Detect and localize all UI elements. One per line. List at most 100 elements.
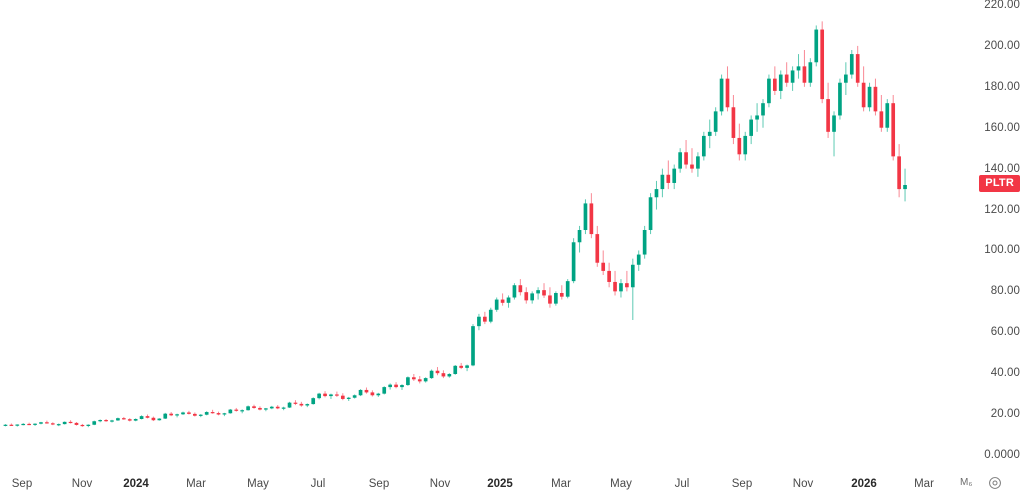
candle-wick [602, 250, 604, 275]
candlestick [15, 424, 20, 427]
candle-body [737, 137, 742, 155]
candlestick [228, 408, 233, 414]
candle-body [790, 70, 795, 83]
candle-body [719, 78, 724, 112]
candle-body [175, 414, 179, 416]
candlestick [269, 405, 274, 410]
candle-body [33, 423, 37, 425]
candle-body [323, 393, 327, 397]
candle-body [388, 384, 392, 388]
candlestick [222, 412, 227, 417]
candlestick [684, 140, 688, 169]
candle-body [98, 420, 102, 422]
candlestick [903, 168, 907, 202]
candle-body [589, 203, 594, 235]
candlestick [471, 324, 475, 367]
candle-body [204, 412, 209, 415]
candlestick [494, 297, 499, 312]
candlestick [411, 374, 416, 381]
candle-body [228, 409, 233, 414]
candlestick [435, 367, 440, 376]
candle-body [832, 115, 836, 132]
candlestick [163, 412, 168, 419]
candlestick [873, 78, 878, 116]
candle-body [743, 135, 748, 155]
candle-wick [626, 270, 628, 292]
candle-body [654, 189, 659, 198]
candlestick [346, 396, 351, 401]
candlestick [725, 66, 730, 112]
candlestick [506, 295, 511, 308]
candlestick [281, 406, 286, 411]
time-tick-label: May [247, 478, 269, 490]
candle-body [784, 74, 789, 83]
candlestick [352, 394, 357, 399]
candle-body [133, 419, 138, 421]
time-tick-label: 2024 [123, 478, 149, 490]
candle-body [181, 412, 185, 415]
candle-body [530, 293, 535, 301]
candle-body [311, 398, 316, 405]
candlestick [311, 397, 316, 405]
candlestick [80, 423, 85, 427]
candlestick [589, 193, 594, 239]
candle-body [441, 373, 446, 377]
candlestick [701, 131, 706, 161]
candlestick [867, 82, 872, 112]
price-tick-label: 20.00 [990, 408, 1020, 421]
candlestick [465, 364, 469, 372]
candlestick [488, 307, 493, 324]
price-tick-label: 180.00 [984, 80, 1020, 93]
price-badge-pltr[interactable]: PLTR [979, 175, 1020, 192]
candle-body [559, 293, 564, 297]
candle-body [672, 168, 677, 183]
candle-body [121, 418, 126, 420]
candlestick [784, 62, 789, 87]
candle-body [690, 164, 694, 169]
candlestick [423, 377, 428, 383]
candle-body [666, 174, 671, 183]
candle-body [169, 413, 174, 416]
candlestick [181, 411, 185, 415]
candlestick [536, 287, 540, 300]
candle-body [867, 86, 872, 108]
candle-body [127, 419, 132, 421]
timezone-label[interactable]: M₆ [960, 477, 973, 488]
candlestick [518, 279, 523, 296]
candle-body [477, 316, 481, 327]
candle-body [370, 392, 375, 396]
candle-body [110, 420, 114, 422]
candlestick [305, 403, 310, 408]
gear-icon[interactable] [988, 476, 1002, 490]
candle-body [435, 370, 440, 374]
candlestick [565, 279, 570, 299]
candlestick [204, 411, 209, 416]
candlestick [707, 119, 712, 149]
candle-body [844, 74, 848, 83]
candlestick [329, 393, 333, 399]
candlestick [554, 291, 558, 306]
candle-body [329, 394, 333, 397]
candle-wick [46, 420, 48, 424]
candle-body [216, 413, 221, 415]
candle-body [678, 152, 682, 169]
candle-body [488, 309, 493, 322]
candlestick [198, 414, 203, 418]
candlestick [885, 99, 890, 132]
candle-body [796, 66, 801, 71]
candle-body [74, 422, 79, 425]
time-axis[interactable]: Sep Nov 2024 Mar May Jul Sep Nov 2025 Mar May Jul Se… [0, 465, 1024, 498]
candlestick [607, 262, 611, 288]
candle-wick [691, 148, 693, 173]
price-tick-label: 80.00 [990, 285, 1020, 298]
candle-body [767, 78, 771, 104]
price-axis[interactable]: 220.00 200.00 180.00 160.00 140.00 120.00 100.… [940, 0, 1024, 465]
candle-body [879, 111, 884, 128]
candlestick-plot-area[interactable] [0, 0, 940, 465]
candle-body [778, 74, 783, 91]
candle-body [725, 78, 730, 108]
candle-body [68, 421, 73, 424]
candle-body [761, 103, 765, 116]
candle-body [139, 416, 144, 419]
candle-body [293, 402, 298, 404]
